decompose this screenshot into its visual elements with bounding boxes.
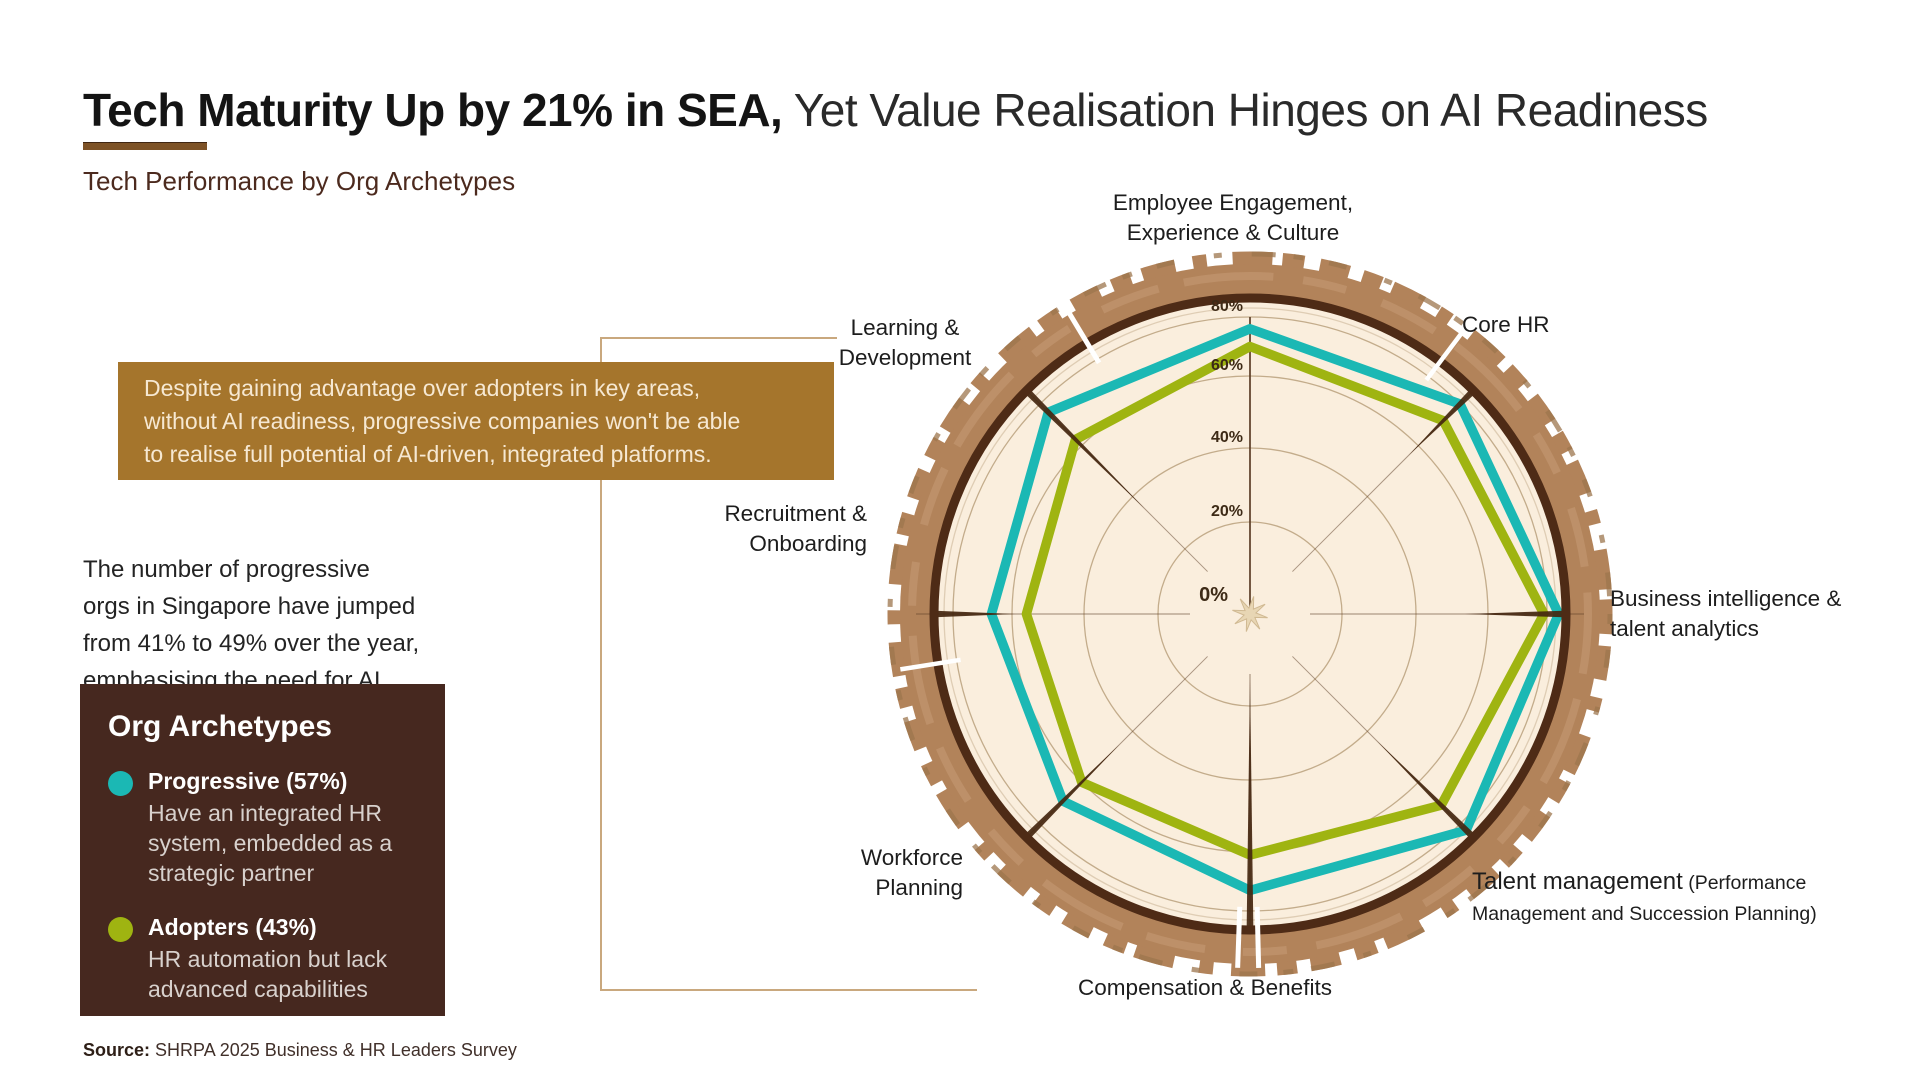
axis-label-talent-management-main: Talent management (1472, 868, 1683, 895)
legend-label-adopters: Adopters (43%) (148, 914, 317, 940)
axis-label-business-intelligence: Business intelligence & talent analytics (1610, 586, 1842, 641)
source-label: Source: (83, 1040, 151, 1060)
axis-label-workforce-planning: Workforce Planning (860, 845, 963, 900)
legend-item-text: Progressive (57%) Have an integrated HR … (148, 768, 392, 888)
bark-slits (900, 309, 1465, 968)
axis-label-employee-engagement: Employee Engagement, Experience & Cultur… (1112, 190, 1354, 245)
bracket-line-top (600, 337, 837, 339)
page-title: Tech Maturity Up by 21% in SEA, Yet Valu… (83, 83, 1708, 137)
bracket-line-vertical (600, 337, 602, 990)
bark-inner-dark-ring (929, 293, 1571, 935)
legend-item-text: Adopters (43%) HR automation but lack ad… (148, 914, 387, 1004)
tick-60: 60% (1210, 357, 1243, 374)
title-underline-rule (83, 142, 207, 150)
progressive-color-dot-icon (108, 771, 133, 796)
axis-label-core-hr: Core HR (1462, 312, 1550, 337)
axis-label-compensation-benefits: Compensation & Benefits (1078, 975, 1332, 1000)
bracket-line-bottom (600, 989, 977, 991)
legend-label-progressive: Progressive (57%) (148, 768, 348, 794)
wood-cracks (932, 386, 1568, 932)
insight-text: The number of progressive orgs in Singap… (83, 556, 420, 694)
tick-0: 0% (1199, 584, 1228, 606)
adopters-color-dot-icon (108, 917, 133, 942)
callout-text: Despite gaining advantage over adopters … (144, 374, 741, 467)
chart-subtitle: Tech Performance by Org Archetypes (83, 166, 516, 196)
legend-panel: Org Archetypes Progressive (57%) Have an… (80, 684, 445, 1016)
axis-label-recruitment-onboarding: Recruitment & Onboarding (724, 501, 867, 556)
legend-desc-adopters: HR automation but lack advanced capabili… (148, 946, 388, 1002)
tick-20: 20% (1210, 503, 1243, 520)
tick-40: 40% (1210, 429, 1243, 446)
axis-label-learning-development: Learning & Development (838, 315, 972, 370)
axis-label-talent-management: Talent management (Performance Managemen… (1472, 866, 1872, 927)
page-title-regular: Yet Value Realisation Hinges on AI Readi… (782, 83, 1708, 136)
source-text: SHRPA 2025 Business & HR Leaders Survey (150, 1040, 517, 1060)
legend-item-adopters: Adopters (43%) HR automation but lack ad… (108, 914, 417, 1004)
legend-item-progressive: Progressive (57%) Have an integrated HR … (108, 768, 417, 888)
page-title-bold: Tech Maturity Up by 21% in SEA, (83, 83, 783, 136)
legend-desc-progressive: Have an integrated HR system, embedded a… (148, 800, 393, 886)
tick-80: 80% (1210, 298, 1243, 315)
source-line: Source: SHRPA 2025 Business & HR Leaders… (83, 1040, 517, 1061)
callout-box: Despite gaining advantage over adopters … (118, 362, 834, 480)
center-pith-star-icon (1232, 596, 1268, 632)
legend-title: Org Archetypes (108, 710, 332, 743)
radar-chart (887, 251, 1613, 977)
axis-label-talent-management-sub: (Performance Management and Succession P… (1472, 872, 1817, 925)
